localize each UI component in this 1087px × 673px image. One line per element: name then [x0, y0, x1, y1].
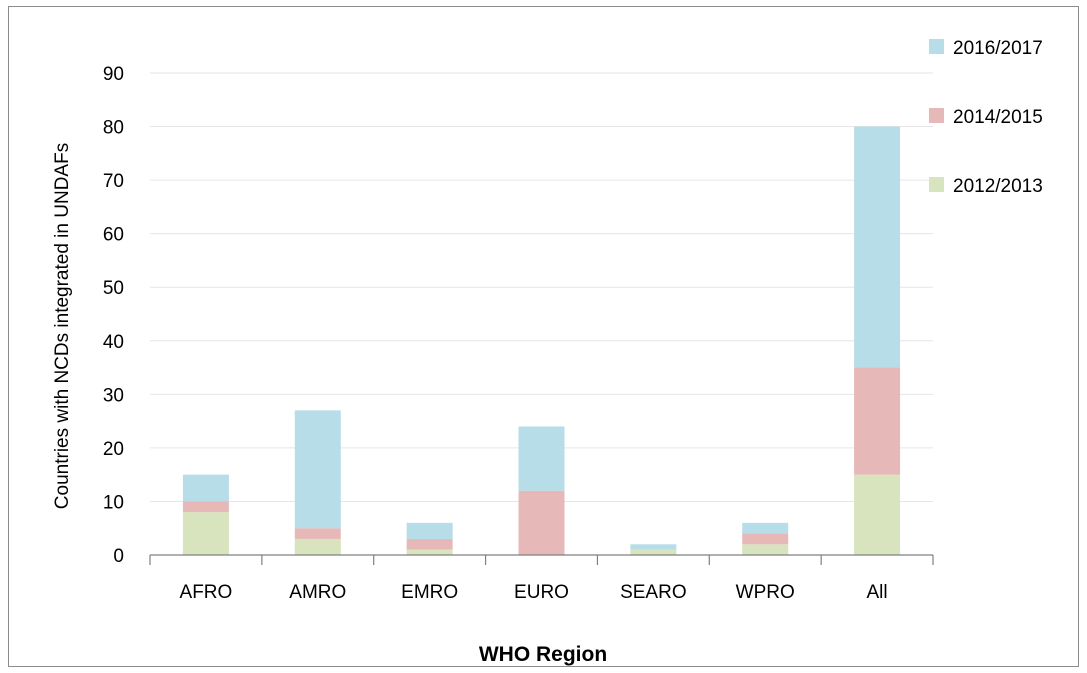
x-tick-label: AFRO — [180, 582, 233, 603]
legend-swatch — [929, 177, 944, 192]
y-tick-label: 70 — [103, 171, 124, 192]
bar-segment — [294, 538, 341, 555]
bar-segment — [518, 490, 565, 555]
y-tick-label: 0 — [113, 546, 124, 567]
gridlines — [150, 72, 933, 502]
legend-swatch — [929, 39, 944, 54]
y-tick-label: 90 — [103, 64, 124, 85]
legend-label: 2012/2013 — [953, 176, 1043, 197]
y-tick-label: 80 — [103, 118, 124, 139]
bar-segment — [406, 549, 453, 555]
bar-segment — [854, 367, 901, 475]
y-tick-label: 60 — [103, 225, 124, 246]
x-tick-label: WPRO — [736, 582, 795, 603]
bar-segment — [854, 126, 901, 368]
bar-segment — [406, 522, 453, 539]
y-tick-label: 10 — [103, 492, 124, 513]
x-tick-label: EURO — [514, 582, 569, 603]
x-tick-label: AMRO — [289, 582, 346, 603]
x-axis-title: WHO Region — [479, 643, 607, 666]
bar-segment — [518, 426, 565, 491]
y-tick-label: 40 — [103, 332, 124, 353]
bar-segment — [182, 474, 229, 502]
bar-segment — [294, 410, 341, 529]
y-axis-title: Countries with NCDs integrated in UNDAFs — [52, 143, 73, 509]
legend-label: 2014/2015 — [953, 107, 1043, 128]
y-tick-label: 30 — [103, 385, 124, 406]
bar-segment — [742, 533, 789, 545]
bar-segment — [294, 528, 341, 539]
bar-segment — [854, 474, 901, 555]
x-tick-label: SEARO — [620, 582, 687, 603]
legend-label: 2016/2017 — [953, 38, 1043, 59]
bar-segment — [742, 544, 789, 555]
bars — [182, 126, 901, 555]
bar-segment — [630, 544, 677, 550]
bar-segment — [630, 549, 677, 555]
x-tick-labels: AFRO AMRO EMRO EURO SEARO WPRO All — [180, 582, 888, 603]
y-tick-labels: 0 10 20 30 40 50 60 70 80 90 — [103, 64, 124, 567]
y-tick-label: 20 — [103, 439, 124, 460]
chart-frame — [8, 6, 1079, 667]
legend: 2016/2017 2014/2015 2012/2013 — [929, 38, 1043, 197]
x-tick-label: EMRO — [401, 582, 458, 603]
bar-segment — [406, 538, 453, 550]
axes — [149, 554, 934, 565]
bar-segment — [182, 501, 229, 513]
bar-segment — [182, 512, 229, 555]
bar-segment — [742, 522, 789, 534]
legend-swatch — [929, 108, 944, 123]
y-tick-label: 50 — [103, 278, 124, 299]
x-tick-label: All — [867, 582, 888, 603]
